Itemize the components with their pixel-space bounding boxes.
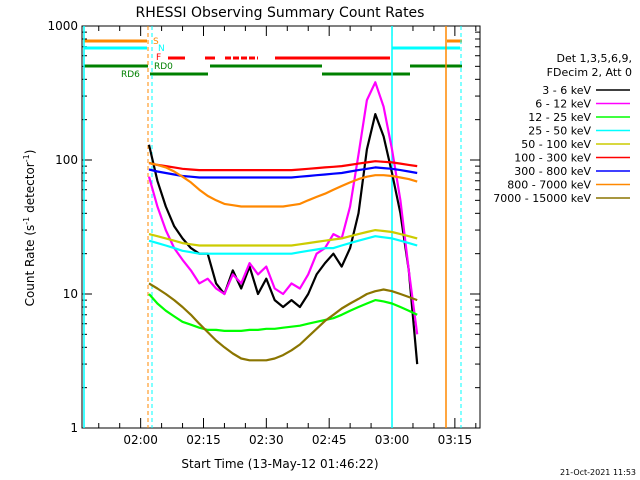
flag-s-label: S bbox=[153, 37, 159, 47]
series-line-7 bbox=[148, 166, 418, 179]
legend-label: 7000 - 15000 keV bbox=[493, 192, 591, 205]
legend: Det 1,3,5,6,9, FDecim 2, Att 0 3 - 6 keV… bbox=[493, 52, 632, 205]
legend-header-2: FDecim 2, Att 0 bbox=[547, 66, 632, 79]
x-tick-label: 02:30 bbox=[249, 433, 284, 447]
y-tick-label: 1 bbox=[70, 421, 78, 435]
legend-label: 6 - 12 keV bbox=[535, 98, 591, 111]
series-line-4 bbox=[148, 235, 418, 255]
y-axis-label-sup2: -1 bbox=[22, 154, 31, 162]
y-axis-ticks: 1 10 100 1000 bbox=[47, 19, 480, 435]
legend-label: 3 - 6 keV bbox=[542, 84, 591, 97]
flag-rd0-label: RD0 bbox=[154, 62, 173, 72]
legend-label: 12 - 25 keV bbox=[528, 111, 591, 124]
y-axis-label-part1: Count Rate (s bbox=[23, 225, 37, 307]
y-axis-label: Count Rate (s-1 detector-1) bbox=[22, 150, 37, 307]
series-line-6 bbox=[148, 160, 418, 172]
series-line-9 bbox=[148, 282, 418, 362]
x-axis-ticks: 02:00 02:15 02:30 02:45 03:00 03:15 bbox=[98, 26, 477, 447]
legend-label: 25 - 50 keV bbox=[528, 125, 591, 138]
legend-label: 800 - 7000 keV bbox=[507, 179, 591, 192]
legend-label: 100 - 300 keV bbox=[514, 152, 591, 165]
flag-rd6-label: RD6 bbox=[121, 70, 140, 80]
x-tick-label: 02:00 bbox=[123, 433, 158, 447]
state-flags: S N F RD0 RD6 bbox=[84, 37, 462, 80]
legend-label: 50 - 100 keV bbox=[521, 138, 591, 151]
series-line-3 bbox=[148, 293, 418, 332]
legend-label: 300 - 800 keV bbox=[514, 165, 591, 178]
series-line-2 bbox=[147, 81, 419, 335]
series-line-5 bbox=[148, 229, 418, 247]
legend-header-1: Det 1,3,5,6,9, bbox=[556, 52, 632, 65]
x-axis-label: Start Time (13-May-12 01:46:22) bbox=[181, 457, 378, 471]
state-boundary-lines bbox=[83, 26, 462, 428]
flag-n-label: N bbox=[158, 44, 165, 54]
timestamp: 21-Oct-2021 11:53 bbox=[560, 468, 636, 477]
x-tick-label: 02:15 bbox=[186, 433, 221, 447]
y-tick-label: 100 bbox=[55, 153, 78, 167]
y-axis-label-part3: ) bbox=[23, 150, 37, 155]
data-series bbox=[147, 81, 419, 365]
x-tick-label: 03:00 bbox=[375, 433, 410, 447]
series-line-1 bbox=[147, 112, 419, 365]
y-tick-label: 1000 bbox=[47, 19, 78, 33]
x-tick-label: 03:15 bbox=[438, 433, 473, 447]
series-line-8 bbox=[148, 161, 418, 208]
y-axis-label-part2: detector bbox=[23, 162, 37, 217]
plot-frame bbox=[81, 25, 481, 429]
flag-f-label: F bbox=[156, 53, 161, 63]
chart-title: RHESSI Observing Summary Count Rates bbox=[136, 5, 425, 21]
y-axis-label-sup1: -1 bbox=[22, 217, 31, 225]
x-tick-label: 02:45 bbox=[312, 433, 347, 447]
y-tick-label: 10 bbox=[63, 287, 78, 301]
